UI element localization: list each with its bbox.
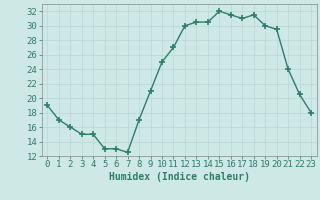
X-axis label: Humidex (Indice chaleur): Humidex (Indice chaleur) — [109, 172, 250, 182]
